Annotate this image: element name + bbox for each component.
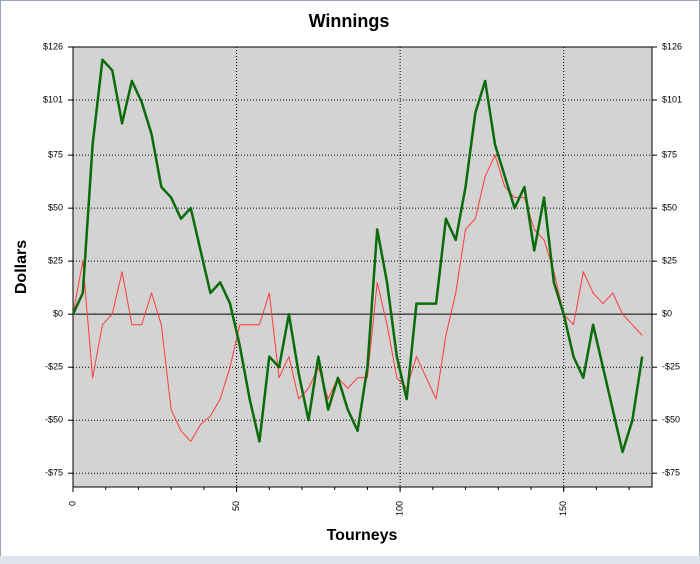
y-tick-label: $50 (48, 203, 63, 213)
y-tick-label: $126 (43, 41, 63, 51)
x-tick-label: 0 (67, 501, 77, 506)
y-tick-label-right: -$50 (662, 415, 680, 425)
chart-title: Winnings (309, 11, 390, 31)
series-line (72, 154, 643, 442)
y-tick-label: $0 (53, 309, 63, 319)
x-tick-label: 150 (558, 501, 568, 516)
y-tick-label: $75 (48, 150, 63, 160)
x-tick-label: 50 (231, 501, 241, 511)
plot-area (72, 46, 653, 488)
y-tick-label-right: -$25 (662, 362, 680, 372)
x-axis-title: Tourneys (327, 527, 398, 544)
series-line (71, 58, 644, 454)
y-tick-label: $25 (48, 256, 63, 266)
y-tick-label-right: $25 (662, 256, 677, 266)
y-tick-label-right: -$75 (662, 468, 680, 478)
y-axis-title: Dollars (13, 240, 30, 294)
y-tick-label: -$50 (45, 415, 63, 425)
y-tick-label: -$25 (45, 362, 63, 372)
y-tick-label-right: $50 (662, 203, 677, 213)
y-tick-label: -$75 (45, 468, 63, 478)
y-tick-label-right: $126 (662, 41, 682, 51)
y-tick-label-right: $0 (662, 309, 672, 319)
y-tick-label: $101 (43, 94, 63, 104)
y-tick-label-right: $75 (662, 150, 677, 160)
x-tick-label: 100 (394, 501, 404, 516)
bottom-strip (0, 556, 700, 564)
y-tick-label-right: $101 (662, 94, 682, 104)
